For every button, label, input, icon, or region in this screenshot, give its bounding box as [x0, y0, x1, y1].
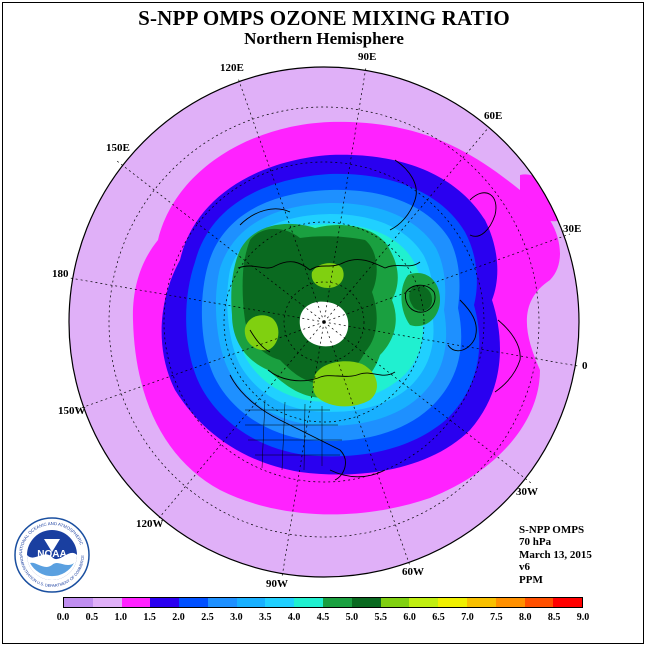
lon-label-60w: 60W [402, 566, 424, 578]
colorbar-tick-label: 6.5 [432, 612, 445, 623]
colorbar-tick-label: 0.5 [85, 612, 99, 623]
colorbar-swatch [351, 598, 381, 607]
colorbar-swatch [207, 598, 237, 607]
map-title: S-NPP OMPS OZONE MIXING RATIO [138, 6, 510, 30]
band-5.5-north [311, 263, 344, 288]
lon-label-150e: 150E [106, 142, 130, 154]
graticule [69, 66, 579, 578]
band-5.5-west [244, 315, 279, 351]
lon-label-0: 0 [582, 360, 588, 372]
colorbar-swatch [323, 598, 352, 607]
info-instrument: S-NPP OMPS [519, 524, 585, 536]
colorbar-swatch [294, 598, 324, 607]
lon-label-90e: 90E [358, 51, 377, 63]
colorbar-tick-label: 1.5 [143, 612, 156, 623]
lon-label-60e: 60E [484, 110, 503, 122]
colorbar-swatch [64, 598, 93, 607]
colorbar-swatch [92, 598, 122, 607]
colorbar-tick-label: 0.0 [56, 612, 70, 623]
colorbar-swatch [265, 598, 295, 607]
colorbar-swatch [409, 598, 439, 607]
colorbar-tick-label: 3.0 [230, 612, 243, 623]
info-block: S-NPP OMPS 70 hPa March 13, 2015 v6 PPM [519, 524, 592, 586]
noaa-logo: NOAA NATIONAL OCEANIC AND ATMOSPHERIC AD… [14, 517, 90, 593]
colorbar-tick-label: 3.5 [258, 612, 272, 623]
band-5.5-south [312, 361, 377, 407]
colorbar-swatch [121, 598, 151, 607]
colorbar-swatch [179, 598, 208, 607]
us-state-lines [245, 399, 342, 471]
colorbar-tick-label: 7.0 [461, 612, 474, 623]
colorbar-tick-label: 6.0 [403, 612, 416, 623]
colorbar-swatch [380, 598, 410, 607]
colorbar-tick-label: 1.0 [114, 612, 128, 623]
coastlines [229, 159, 521, 481]
map-boundary [68, 66, 580, 578]
colorbar-swatch [150, 598, 180, 607]
colorbar-tick-label: 4.0 [287, 612, 301, 623]
colorbar-swatch [553, 598, 583, 607]
info-version: v6 [519, 561, 530, 574]
lon-label-180: 180 [52, 268, 69, 280]
colorbar-tick-label: 7.5 [490, 612, 503, 623]
colorbar-swatch [236, 598, 266, 607]
colorbar-tick-label: 5.0 [345, 612, 359, 623]
lon-label-120w: 120W [136, 518, 164, 530]
colorbar-swatch [438, 598, 467, 607]
colorbar-tick-label: 9.0 [576, 612, 590, 623]
colorbar [63, 597, 583, 608]
colorbar-swatch [524, 598, 554, 607]
info-level: 70 hPa [519, 536, 552, 549]
colorbar-swatch [466, 598, 496, 607]
lon-label-30e: 30E [563, 223, 582, 235]
map-subtitle: Northern Hemisphere [244, 29, 404, 48]
band-1.0-corner [520, 174, 560, 222]
lon-label-30w: 30W [516, 486, 538, 498]
colorbar-tick-label: 2.5 [201, 612, 214, 623]
lon-label-120e: 120E [220, 62, 244, 74]
noaa-logo-text: NOAA [37, 549, 66, 560]
info-units: PPM [519, 573, 543, 586]
colorbar-tick-label: 8.0 [518, 612, 532, 623]
lon-label-90w: 90W [266, 578, 288, 590]
band-5.0-east [409, 285, 432, 311]
info-date: March 13, 2015 [519, 548, 592, 561]
colorbar-tick-label: 5.5 [374, 612, 388, 623]
colorbar-tick-label: 4.5 [316, 612, 330, 623]
colorbar-tick-label: 2.0 [172, 612, 185, 623]
colorbar-swatch [495, 598, 525, 607]
colorbar-tick-label: 8.5 [547, 612, 561, 623]
lon-label-150w: 150W [58, 405, 86, 417]
